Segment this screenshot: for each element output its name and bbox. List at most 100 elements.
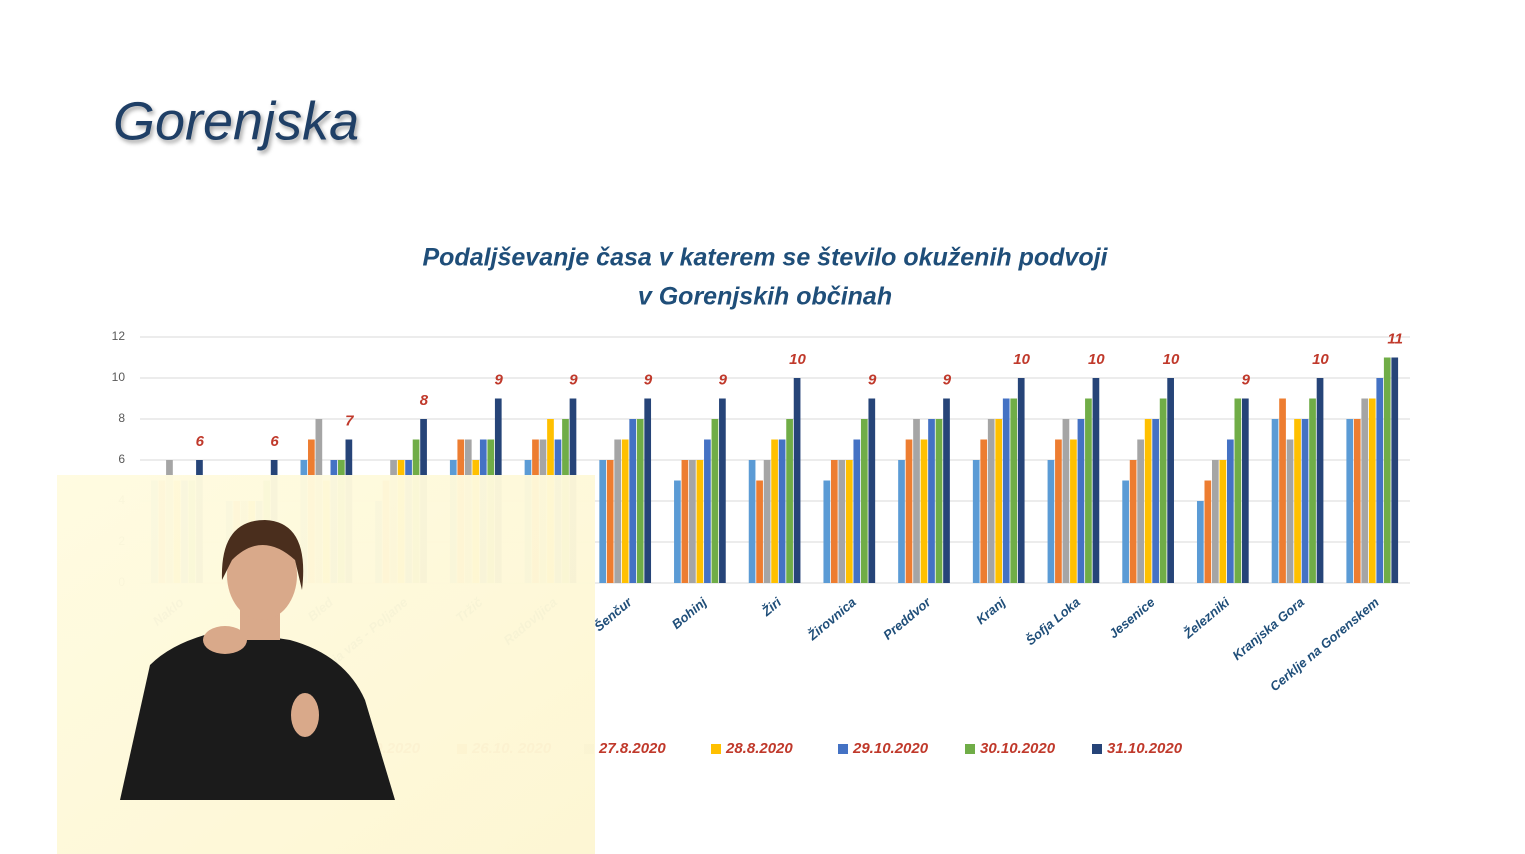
bar — [1241, 398, 1249, 583]
bar — [1391, 357, 1399, 583]
data-label: 8 — [420, 392, 429, 409]
bar — [771, 439, 778, 583]
bar — [1159, 398, 1167, 583]
data-label: 10 — [789, 351, 806, 368]
bar — [719, 398, 726, 583]
data-label: 9 — [495, 371, 504, 388]
bar — [599, 460, 607, 583]
data-label: 9 — [569, 371, 578, 388]
bar — [935, 419, 943, 583]
data-label: 10 — [1013, 351, 1030, 368]
bar — [614, 439, 622, 583]
data-label: 9 — [1242, 371, 1251, 388]
bar — [845, 460, 853, 583]
bar — [1279, 398, 1286, 583]
bar — [1226, 439, 1234, 583]
bar — [1376, 378, 1384, 583]
bar — [1055, 439, 1062, 583]
bar — [1368, 398, 1376, 583]
data-label: 9 — [644, 371, 653, 388]
bar — [920, 439, 928, 583]
x-tick-label: Jesenice — [1106, 594, 1158, 641]
bar — [1383, 357, 1391, 583]
y-tick-label: 6 — [118, 452, 125, 466]
bar — [621, 439, 629, 583]
bar — [1353, 419, 1361, 583]
bar — [748, 460, 756, 583]
data-label: 10 — [1312, 351, 1329, 368]
bar — [1301, 419, 1309, 583]
bar — [1286, 439, 1294, 583]
data-label: 7 — [345, 412, 354, 429]
x-tick-label: Kranjska Gora — [1229, 594, 1307, 663]
bar — [972, 460, 980, 583]
bar — [644, 398, 652, 583]
data-label: 11 — [1387, 330, 1403, 347]
chart-title: v Gorenjskih občinah — [638, 283, 892, 311]
x-tick-label: Šenčur — [591, 594, 635, 634]
bar — [928, 419, 935, 583]
bar — [830, 460, 838, 583]
y-tick-label: 10 — [112, 370, 126, 384]
bar — [756, 480, 763, 583]
bar — [1047, 460, 1055, 583]
y-tick-label: 12 — [112, 329, 126, 343]
bar — [1152, 419, 1159, 583]
bar — [823, 480, 831, 583]
interpreter-video — [57, 475, 595, 854]
data-label: 6 — [196, 433, 205, 450]
data-label: 9 — [868, 371, 877, 388]
bar — [1234, 398, 1242, 583]
legend-label: 30.10.2020 — [980, 740, 1056, 757]
x-tick-label: Kranj — [973, 594, 1008, 627]
data-label: 10 — [1163, 351, 1180, 368]
x-tick-label: Preddvor — [880, 594, 934, 643]
legend-swatch — [711, 744, 721, 754]
bar — [1361, 398, 1369, 583]
bar — [1204, 480, 1212, 583]
bar — [1167, 378, 1174, 583]
bar — [1070, 439, 1077, 583]
legend-label: 29.10.2020 — [852, 740, 929, 757]
bar — [689, 460, 696, 583]
bar — [1129, 460, 1137, 583]
bar — [704, 439, 711, 583]
bar — [1122, 480, 1129, 583]
bar — [778, 439, 786, 583]
bar — [1316, 378, 1324, 583]
x-tick-label: Žiri — [758, 594, 784, 619]
bar — [793, 378, 801, 583]
bar — [1271, 419, 1279, 583]
bar — [913, 419, 920, 583]
bar — [905, 439, 913, 583]
bar — [1002, 398, 1010, 583]
bar — [838, 460, 846, 583]
bar — [1137, 439, 1144, 583]
bar — [987, 419, 995, 583]
slide-title: Gorenjska — [113, 91, 359, 151]
x-tick-label: Železniki — [1180, 594, 1233, 642]
legend-swatch — [838, 744, 848, 754]
bar — [674, 480, 681, 583]
bar — [1092, 378, 1100, 583]
legend-label: 28.8.2020 — [725, 740, 793, 757]
bar — [711, 419, 719, 583]
legend-label: 27.8.2020 — [598, 740, 666, 757]
y-tick-label: 8 — [118, 411, 125, 425]
bar — [943, 398, 950, 583]
legend-swatch — [1092, 744, 1102, 754]
bar — [1346, 419, 1354, 583]
bar — [853, 439, 861, 583]
data-label: 9 — [943, 371, 952, 388]
bar — [1085, 398, 1092, 583]
bar — [1196, 501, 1204, 583]
bar — [681, 460, 689, 583]
bar — [636, 419, 644, 583]
bar — [1010, 398, 1018, 583]
bar — [1219, 460, 1227, 583]
bar — [1017, 378, 1025, 583]
bar — [980, 439, 988, 583]
x-tick-label: Žirovnica — [804, 594, 859, 643]
